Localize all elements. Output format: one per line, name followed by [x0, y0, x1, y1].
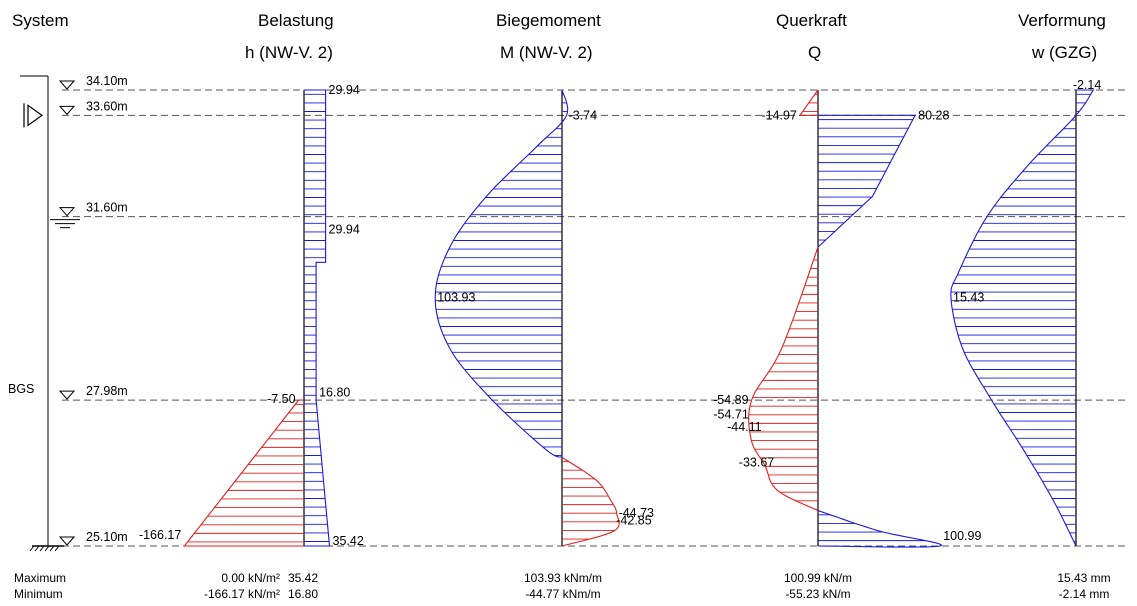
chart-biegemoment: -3.74 103.93 -44.73-42.85: [434, 89, 654, 547]
verformung-maximum: 15.43 mm: [1057, 571, 1110, 585]
series-outline: [304, 89, 331, 547]
value-label: 103.93: [437, 291, 475, 305]
series-outline: [561, 456, 620, 547]
value-label: 29.94: [329, 222, 360, 236]
value-label: 29.94: [329, 83, 360, 97]
value-label: 100.99: [943, 529, 981, 543]
header-biegemoment-sub: M (NW-V. 2): [500, 43, 593, 62]
belastung-minimum2: 16.80: [288, 587, 318, 601]
value-label: -166.17: [139, 528, 181, 542]
series-outline: [817, 114, 917, 248]
ground-hatch: [49, 545, 55, 552]
elevation-levels: 34.10m 33.60m 31.60m 27.98m 25.10m: [58, 74, 1128, 547]
value-label: -44.73: [619, 506, 654, 520]
series-outline: [950, 89, 1095, 547]
value-label: 16.80: [319, 385, 350, 399]
summary-min-label: Minimum: [14, 587, 63, 601]
series-outline: [817, 509, 943, 548]
value-label: 15.43: [953, 291, 984, 305]
level-label: 25.10m: [86, 530, 128, 544]
ground-hatch: [54, 545, 60, 552]
level-triangle-icon: [58, 80, 76, 90]
level-label: 31.60m: [86, 201, 128, 215]
ground-hatch: [39, 545, 45, 552]
ground-hatch: [34, 545, 40, 552]
verformung-minimum: -2.14 mm: [1059, 587, 1110, 601]
header-biegemoment: Biegemoment: [496, 11, 601, 30]
value-label: 35.42: [333, 534, 364, 548]
value-label: -3.74: [569, 108, 598, 122]
belastung-minimum: -166.17 kN/m²: [204, 587, 280, 601]
series-outline: [434, 89, 569, 458]
level-label: 34.10m: [86, 74, 128, 88]
header-querkraft-sub: Q: [808, 43, 821, 62]
level-label: 33.60m: [86, 99, 128, 113]
summary-max-label: Maximum: [14, 571, 66, 585]
chart-querkraft: -14.97 80.28 -54.89-54.71-44.11 -33.67 100.9…: [713, 89, 981, 548]
belastung-maximum2: 35.42: [288, 571, 318, 585]
header-belastung: Belastung: [258, 11, 334, 30]
ground-hatch: [44, 545, 50, 552]
charts: 29.94 29.94 16.80 -7.50 -166.17 35.42 -3.74 103…: [139, 78, 1101, 548]
value-label: -54.89: [713, 393, 748, 407]
level-label: 27.98m: [86, 384, 128, 398]
value-label: 80.28: [918, 108, 949, 122]
value-label: -54.71: [713, 407, 748, 421]
belastung-maximum: 0.00 kN/m²: [221, 571, 280, 585]
header-querkraft: Querkraft: [776, 11, 847, 30]
level-triangle-icon: [58, 207, 76, 217]
querkraft-minimum: -55.23 kN/m: [785, 587, 850, 601]
ground-hatch: [29, 545, 35, 552]
system-column: BGS: [8, 75, 80, 552]
header-verformung: Verformung: [1018, 11, 1106, 30]
value-label: -14.97: [761, 108, 796, 122]
series-outline: [798, 89, 819, 116]
biegemoment-maximum: 103.93 kNm/m: [524, 571, 602, 585]
chart-verformung: -2.14 15.43: [950, 78, 1102, 547]
header-belastung-sub: h (NW-V. 2): [245, 43, 333, 62]
level-triangle-icon: [58, 536, 76, 546]
level-triangle-icon: [58, 105, 76, 116]
querkraft-maximum: 100.99 kN/m: [784, 571, 852, 585]
level-triangle-icon: [58, 390, 76, 400]
value-label: -44.11: [727, 420, 762, 434]
series-outline: [748, 246, 819, 512]
bgs-label: BGS: [8, 382, 34, 396]
biegemoment-minimum: -44.77 kNm/m: [525, 587, 600, 601]
header-verformung-sub: w (GZG): [1031, 43, 1097, 62]
value-label: -7.50: [267, 392, 296, 406]
chart-belastung: 29.94 29.94 16.80 -7.50 -166.17 35.42: [139, 83, 364, 548]
header-system: System: [12, 11, 69, 30]
value-label: -42.85: [616, 514, 651, 528]
value-label: -2.14: [1073, 78, 1102, 92]
anchor-support-icon: [27, 104, 44, 127]
value-label: -33.67: [739, 455, 774, 469]
